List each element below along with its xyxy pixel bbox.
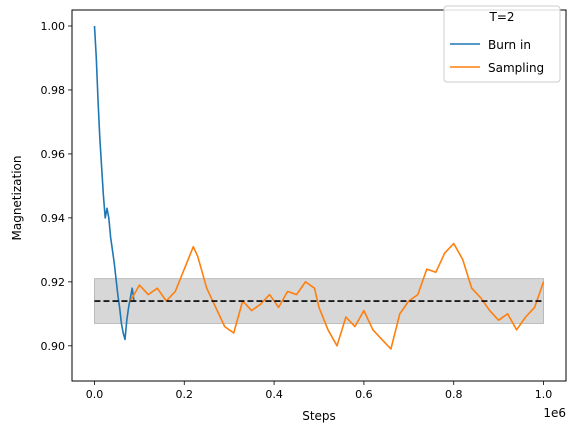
y-tick-label: 0.98 <box>41 84 66 97</box>
legend-label-sampling: Sampling <box>488 61 544 75</box>
legend-frame <box>443 5 561 83</box>
x-tick-label: 0.8 <box>445 388 463 401</box>
y-tick-label: 0.90 <box>41 340 66 353</box>
x-axis-label: Steps <box>302 409 336 423</box>
x-tick-label: 0.2 <box>176 388 194 401</box>
y-tick-label: 0.96 <box>41 148 66 161</box>
y-axis-label: Magnetization <box>10 156 24 241</box>
x-tick-label: 1.0 <box>535 388 553 401</box>
x-tick-label: 0.0 <box>86 388 104 401</box>
legend: T=2 Burn in Sampling <box>443 5 561 83</box>
y-tick-label: 0.94 <box>41 212 66 225</box>
y-tick-label: 1.00 <box>41 20 66 33</box>
legend-title: T=2 <box>488 10 514 24</box>
axes-frame <box>71 9 567 382</box>
x-tick-label: 0.4 <box>265 388 283 401</box>
axes: 0.0 0.2 0.4 0.6 0.8 1.0 0.90 0.92 0.94 0.96 0.98 1.… <box>41 9 567 401</box>
plot-area <box>93 25 545 350</box>
x-tick-label: 0.6 <box>355 388 373 401</box>
x-axis-offset-label: 1e6 <box>543 406 566 420</box>
series-line-sampling <box>129 242 545 350</box>
legend-label-burn-in: Burn in <box>488 38 531 52</box>
y-tick-label: 0.92 <box>41 276 66 289</box>
series-line-burn-in <box>93 25 135 341</box>
